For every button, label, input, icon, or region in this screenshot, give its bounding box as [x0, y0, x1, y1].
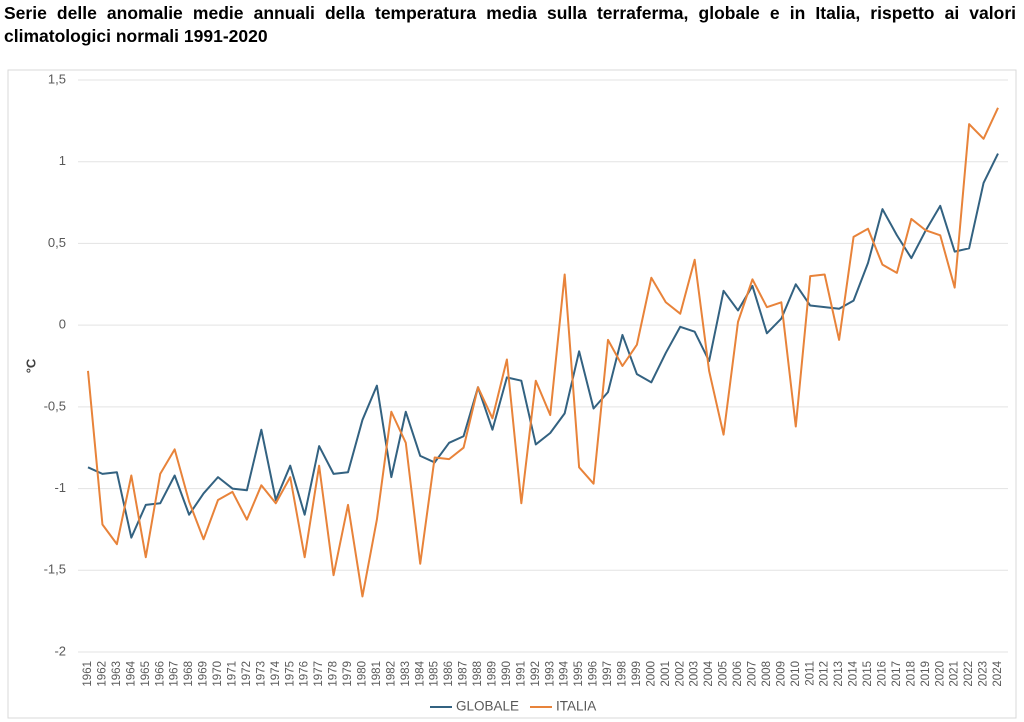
x-tick-label: 1967: [169, 661, 181, 687]
x-tick-label: 2013: [833, 661, 845, 687]
x-tick-label: 1984: [414, 660, 426, 686]
x-tick-label: 1992: [530, 661, 542, 687]
x-tick-label: 1996: [588, 661, 600, 687]
x-tick-label: 1979: [342, 661, 354, 687]
legend-label: ITALIA: [556, 699, 596, 714]
x-tick-label: 1972: [241, 661, 253, 687]
y-axis-label: °C: [23, 358, 38, 373]
x-tick-label: 1962: [96, 661, 108, 687]
x-tick-label: 1990: [501, 661, 513, 687]
x-tick-label: 1978: [328, 661, 340, 687]
x-tick-label: 2015: [862, 661, 874, 687]
x-tick-label: 2014: [848, 660, 860, 686]
x-tick-label: 1965: [140, 661, 152, 687]
x-tick-label: 2020: [934, 661, 946, 687]
x-tick-label: 1999: [631, 661, 643, 687]
x-tick-label: 1969: [198, 661, 210, 687]
x-tick-label: 1976: [299, 661, 311, 687]
x-tick-label: 2011: [804, 661, 816, 686]
x-tick-label: 2022: [963, 661, 975, 687]
x-tick-label: 1975: [284, 661, 296, 687]
x-tick-label: 2008: [761, 661, 773, 687]
y-tick-label: 1: [59, 153, 66, 168]
x-tick-label: 2023: [978, 661, 990, 687]
y-tick-label: -1: [54, 480, 66, 495]
series-line: [87, 153, 999, 539]
y-tick-label: -1,5: [44, 562, 66, 577]
x-tick-label: 1966: [154, 661, 166, 687]
x-tick-label: 1995: [573, 661, 585, 687]
x-tick-label: 1971: [226, 661, 238, 687]
x-tick-label: 1988: [472, 661, 484, 687]
x-tick-label: 2016: [876, 661, 888, 687]
y-tick-label: 0: [59, 317, 66, 332]
x-tick-label: 1981: [371, 661, 383, 687]
x-tick-label: 1974: [270, 660, 282, 686]
x-tick-label: 2002: [674, 661, 686, 687]
x-tick-label: 2007: [746, 661, 758, 687]
x-tick-label: 2003: [689, 661, 701, 687]
y-tick-label: 1,5: [48, 71, 66, 86]
x-tick-label: 2004: [703, 660, 715, 686]
legend-label: GLOBALE: [456, 699, 519, 714]
x-tick-label: 1985: [429, 661, 441, 687]
x-tick-label: 1989: [486, 661, 498, 687]
chart-frame: [7, 69, 1017, 719]
x-tick-label: 1991: [515, 661, 527, 687]
x-tick-label: 1983: [400, 661, 412, 687]
x-tick-label: 1987: [458, 661, 470, 687]
x-tick-label: 2006: [732, 661, 744, 687]
x-tick-label: 2017: [891, 661, 903, 687]
x-tick-label: 1961: [82, 661, 94, 687]
x-tick-label: 2001: [660, 661, 672, 687]
x-tick-label: 2019: [920, 661, 932, 687]
x-tick-label: 2018: [905, 661, 917, 687]
x-tick-label: 2005: [718, 661, 730, 687]
x-tick-label: 2012: [819, 661, 831, 687]
x-tick-label: 2000: [645, 661, 657, 687]
x-tick-label: 1964: [125, 660, 137, 686]
y-tick-label: 0,5: [48, 235, 66, 250]
x-tick-label: 1997: [602, 661, 614, 687]
x-tick-label: 1998: [616, 661, 628, 687]
series-line: [87, 107, 999, 598]
x-tick-label: 1973: [255, 661, 267, 687]
x-tick-label: 1980: [356, 661, 368, 687]
x-tick-label: 1963: [111, 661, 123, 687]
x-tick-label: 1993: [544, 661, 556, 687]
y-tick-label: -2: [54, 643, 66, 658]
x-tick-label: 1982: [385, 661, 397, 687]
x-tick-label: 2021: [949, 661, 961, 687]
chart-title: Serie delle anomalie medie annuali della…: [4, 3, 1016, 46]
x-tick-label: 2024: [992, 660, 1004, 686]
x-tick-label: 1968: [183, 661, 195, 687]
x-tick-label: 1986: [443, 661, 455, 687]
x-tick-label: 1994: [559, 660, 571, 686]
x-tick-label: 2009: [775, 661, 787, 687]
y-tick-label: -0,5: [44, 398, 66, 413]
x-tick-label: 1977: [313, 661, 325, 687]
x-tick-label: 1970: [212, 661, 224, 687]
x-tick-label: 2010: [790, 661, 802, 687]
